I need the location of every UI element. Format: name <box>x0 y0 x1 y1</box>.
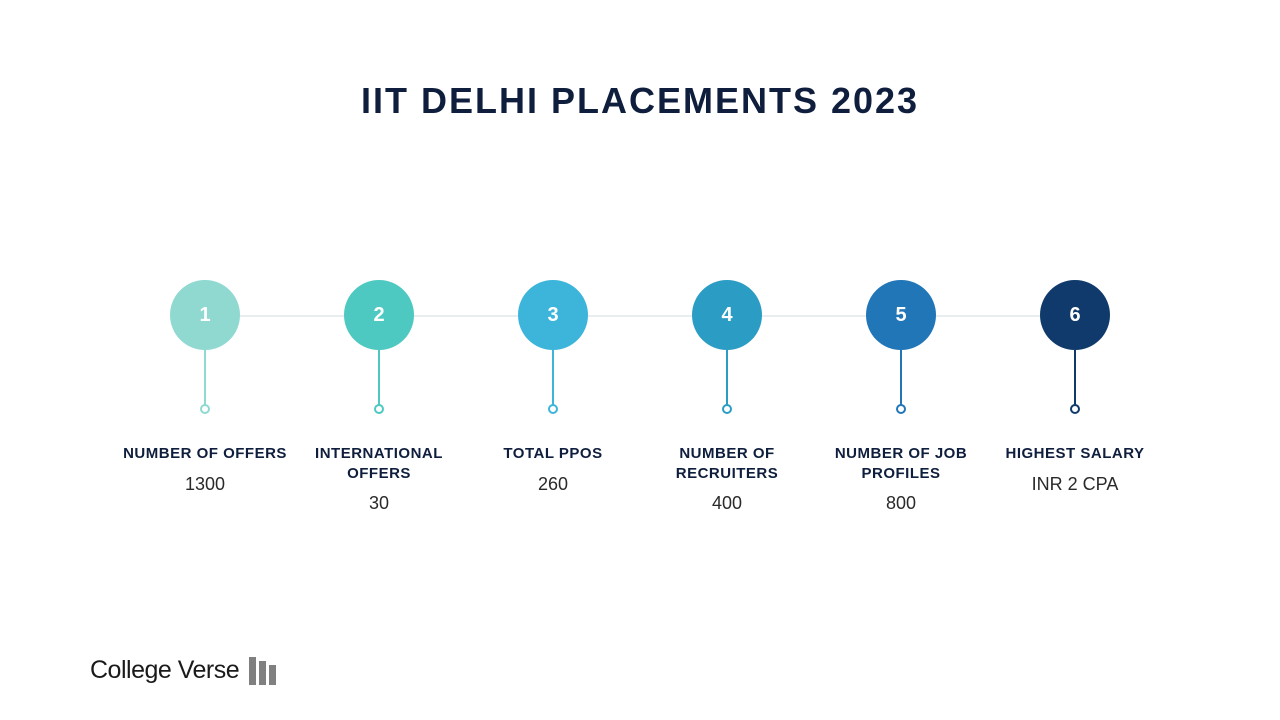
step-value: 30 <box>369 493 389 514</box>
step-value: 260 <box>538 474 568 495</box>
connector-line <box>414 315 518 317</box>
step-number-circle: 5 <box>866 280 936 350</box>
page-title: IIT DELHI PLACEMENTS 2023 <box>361 80 919 122</box>
step-label: NUMBER OF JOB PROFILES <box>816 444 986 483</box>
drop-line <box>552 350 554 405</box>
step-number-circle: 6 <box>1040 280 1110 350</box>
drop-line <box>726 350 728 405</box>
drop-circle-icon <box>896 404 906 414</box>
drop-circle-icon <box>374 404 384 414</box>
step-number-circle: 1 <box>170 280 240 350</box>
step-label: NUMBER OF RECRUITERS <box>642 444 812 483</box>
connector-line <box>936 315 1040 317</box>
logo-bar <box>269 665 276 685</box>
connector-line <box>240 315 344 317</box>
drop-circle-icon <box>1070 404 1080 414</box>
connector-line <box>762 315 866 317</box>
connector-line <box>588 315 692 317</box>
step-label: TOTAL PPOS <box>503 444 602 464</box>
drop-line <box>900 350 902 405</box>
step-number-circle: 3 <box>518 280 588 350</box>
step-number-circle: 4 <box>692 280 762 350</box>
step-value: 800 <box>886 493 916 514</box>
drop-circle-icon <box>722 404 732 414</box>
timeline: 1 NUMBER OF OFFERS 1300 2 INTERNATIONAL OFFE… <box>0 280 1280 514</box>
logo-bars-icon <box>249 657 276 685</box>
drop-circle-icon <box>548 404 558 414</box>
step-label: INTERNATIONAL OFFERS <box>294 444 464 483</box>
logo: College Verse <box>90 656 276 685</box>
logo-bar <box>259 661 266 685</box>
step-label: NUMBER OF OFFERS <box>123 444 287 464</box>
step-value: 400 <box>712 493 742 514</box>
logo-bar <box>249 657 256 685</box>
drop-line <box>378 350 380 405</box>
step-number-circle: 2 <box>344 280 414 350</box>
drop-line <box>204 350 206 405</box>
step-value: INR 2 CPA <box>1032 474 1119 495</box>
logo-text: College Verse <box>90 656 239 685</box>
drop-circle-icon <box>200 404 210 414</box>
step-value: 1300 <box>185 474 225 495</box>
drop-line <box>1074 350 1076 405</box>
step-label: HIGHEST SALARY <box>1006 444 1145 464</box>
